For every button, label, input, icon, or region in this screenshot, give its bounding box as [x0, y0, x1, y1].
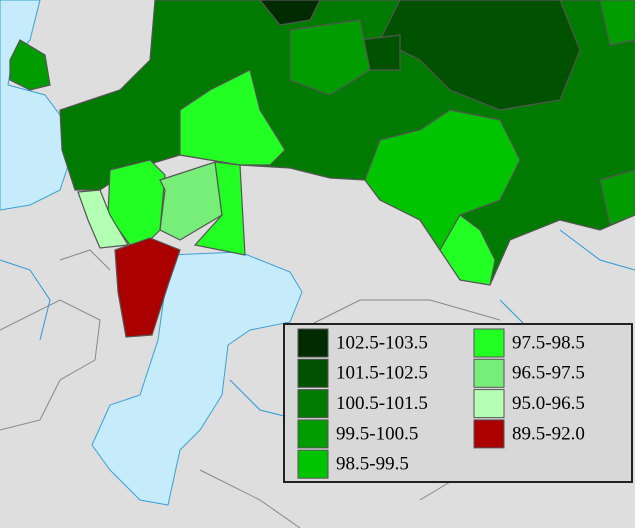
legend-label: 98.5-99.5	[336, 454, 409, 475]
legend-label: 100.5-101.5	[336, 393, 428, 414]
legend-swatch	[297, 328, 329, 358]
legend-swatch	[297, 419, 329, 449]
legend-label: 95.0-96.5	[512, 393, 585, 414]
legend-label: 102.5-103.5	[336, 332, 428, 353]
legend-swatch	[473, 328, 505, 358]
region	[259, 0, 321, 26]
legend-label: 101.5-102.5	[336, 363, 428, 384]
legend-label: 96.5-97.5	[512, 363, 585, 384]
region	[599, 0, 635, 46]
legend-swatch	[473, 389, 505, 419]
region	[114, 237, 181, 338]
border	[0, 249, 601, 528]
legend-swatch	[473, 419, 505, 449]
legend-label: 89.5-92.0	[512, 423, 585, 444]
region	[599, 169, 635, 226]
legend-swatch	[297, 389, 329, 419]
legend-swatch	[297, 358, 329, 388]
legend-label: 99.5-100.5	[336, 423, 418, 444]
region	[179, 69, 286, 166]
legend-swatch	[297, 449, 329, 479]
legend-swatch	[473, 358, 505, 388]
region	[364, 109, 521, 252]
legend-label: 97.5-98.5	[512, 332, 585, 353]
fjord	[91, 251, 303, 506]
region	[289, 19, 371, 96]
legend: 102.5-103.5 101.5-102.5 100.5-101.5 99.5-10…	[297, 328, 585, 479]
legend-box	[283, 323, 633, 483]
region	[193, 161, 246, 256]
region	[9, 39, 51, 91]
region	[439, 214, 496, 286]
